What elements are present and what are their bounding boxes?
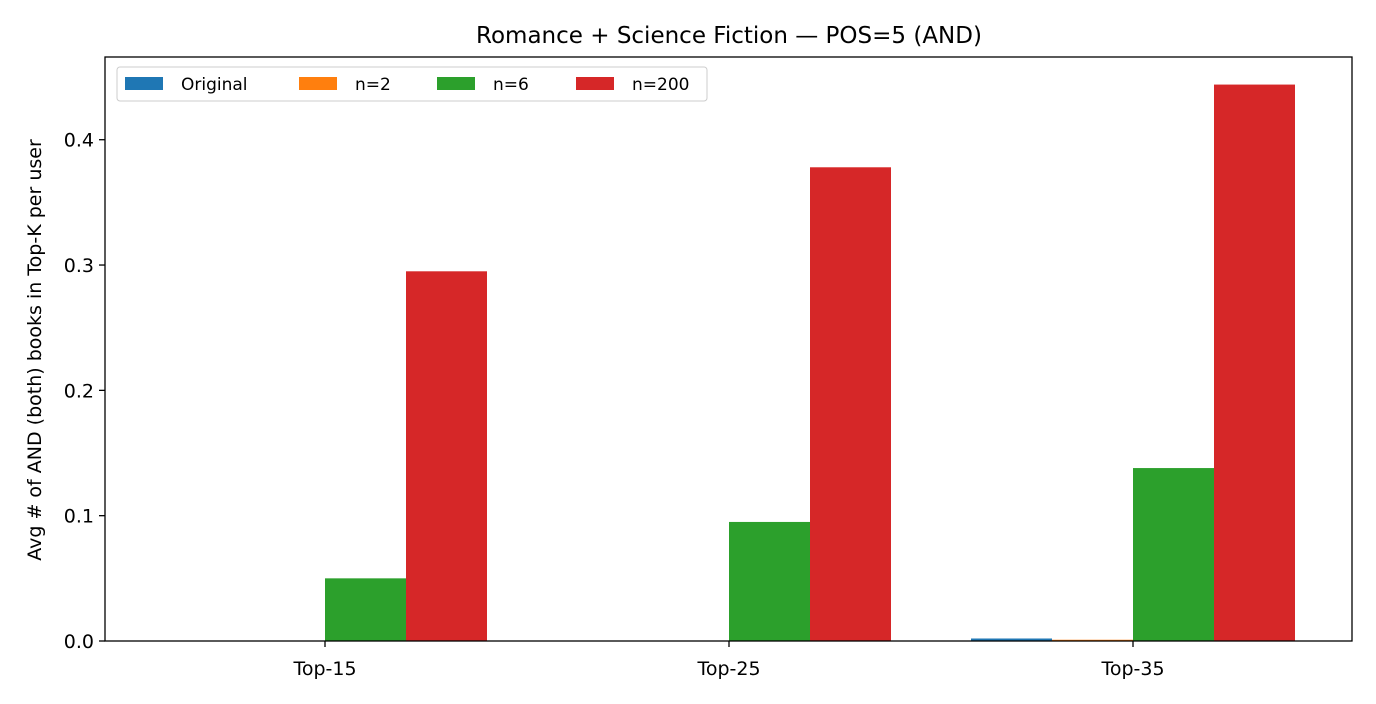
legend-label: n=200	[632, 75, 689, 95]
x-tick-label: Top-35	[1100, 658, 1164, 680]
y-axis-label: Avg # of AND (both) books in Top-K per u…	[24, 139, 46, 561]
legend-swatch	[576, 77, 614, 90]
bar-n-200-top-35	[1214, 84, 1295, 642]
x-tick-label: Top-15	[292, 658, 356, 680]
bar-n-200-top-15	[406, 271, 487, 641]
legend-swatch	[125, 77, 163, 90]
x-tick-label: Top-25	[696, 658, 760, 680]
bar-original-top-35	[971, 638, 1052, 641]
legend-label: n=2	[355, 75, 391, 95]
legend-label: Original	[181, 75, 248, 95]
legend: Original n=2 n=6 n=200	[116, 66, 708, 102]
bars-group	[325, 84, 1295, 642]
bar-n-6-top-35	[1133, 468, 1214, 641]
y-tick-label: 0.4	[64, 130, 94, 152]
bar-n-6-top-25	[729, 521, 810, 641]
legend-swatch	[437, 77, 475, 90]
plot-area-frame	[104, 56, 1353, 642]
legend-label: n=6	[493, 75, 529, 95]
y-tick-label: 0.1	[64, 506, 94, 528]
chart-title: Romance + Science Fiction — POS=5 (AND)	[476, 23, 982, 49]
bar-n-200-top-25	[810, 167, 891, 641]
bar-n-6-top-15	[325, 578, 406, 641]
y-axis-ticks: 0.0 0.1 0.2 0.3 0.4	[64, 130, 105, 653]
y-tick-label: 0.3	[64, 255, 94, 277]
y-tick-label: 0.2	[64, 380, 94, 402]
y-tick-label: 0.0	[64, 631, 94, 653]
legend-box	[116, 66, 708, 102]
legend-swatch	[299, 77, 337, 90]
x-axis-ticks: Top-15 Top-25 Top-35	[292, 641, 1165, 680]
